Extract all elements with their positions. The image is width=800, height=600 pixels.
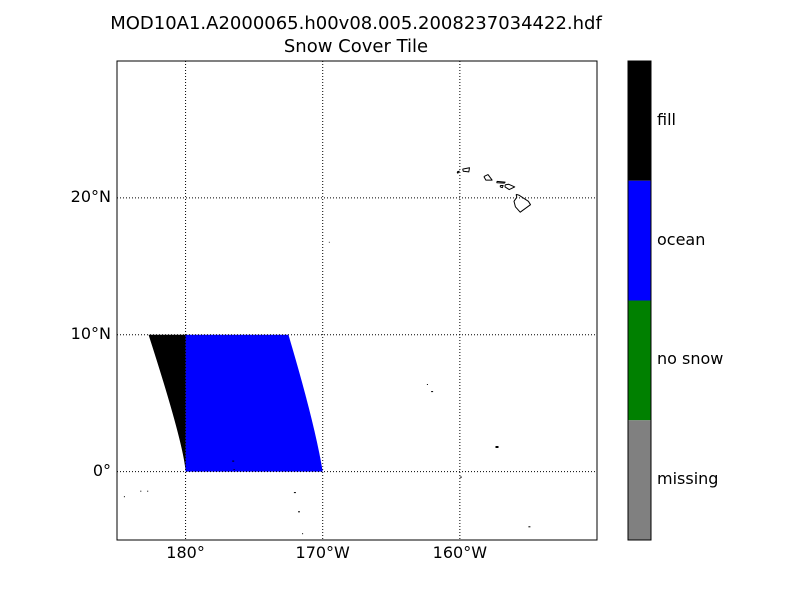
atoll-kiribati [298, 511, 300, 513]
lat-tick-label: 10°N [70, 323, 111, 343]
island-oahu [483, 174, 493, 181]
lat-tick-label: 20°N [70, 186, 111, 206]
island-niihau [456, 170, 460, 174]
atoll-malden [528, 526, 531, 528]
atoll-tarawa-1 [293, 492, 296, 494]
map-data-layer [148, 334, 323, 472]
coastlines [123, 167, 531, 535]
lon-tick-label: 170°W [295, 543, 350, 562]
atoll-jarvis [459, 476, 462, 478]
map-frame [116, 60, 598, 541]
island-hawaii [513, 193, 531, 213]
colorbar-label-fill: fill [657, 109, 676, 129]
colorbar-swatch-fill [628, 61, 651, 181]
lat-tick-label: 0° [92, 460, 111, 480]
atoll-howland [232, 460, 235, 462]
chart-title-filename: MOD10A1.A2000065.h00v08.005.200823703442… [110, 13, 602, 34]
colorbar-label-ocean: ocean [657, 229, 706, 249]
lon-tick-label: 180° [166, 543, 205, 562]
colorbar [627, 60, 652, 541]
colorbar-swatch-no-snow [628, 300, 651, 421]
atoll-gilbert-2 [147, 490, 149, 492]
atoll-gilbert-1 [140, 490, 142, 492]
colorbar-swatch-missing [628, 420, 651, 540]
atoll-gilbert-3 [123, 496, 125, 498]
island-molokai [496, 180, 506, 184]
colorbar-frame [627, 60, 652, 541]
atoll-palmyra [431, 391, 434, 393]
graticule [117, 61, 597, 540]
atoll-baker [233, 469, 235, 470]
fill-region [148, 334, 186, 472]
island-maui [504, 183, 516, 191]
colorbar-label-missing: missing [657, 469, 719, 489]
atoll-kingman [426, 384, 428, 385]
colorbar-swatch-ocean [628, 180, 651, 301]
ocean-region [185, 334, 323, 472]
atoll-kiritimati [495, 446, 499, 448]
atoll-phoenix [302, 533, 304, 535]
island-lanai [499, 185, 504, 189]
chart-title: Snow Cover Tile [283, 36, 429, 57]
lon-tick-label: 160°W [432, 543, 488, 562]
colorbar-label-no-snow: no snow [657, 349, 724, 369]
island-kauai [462, 167, 470, 173]
